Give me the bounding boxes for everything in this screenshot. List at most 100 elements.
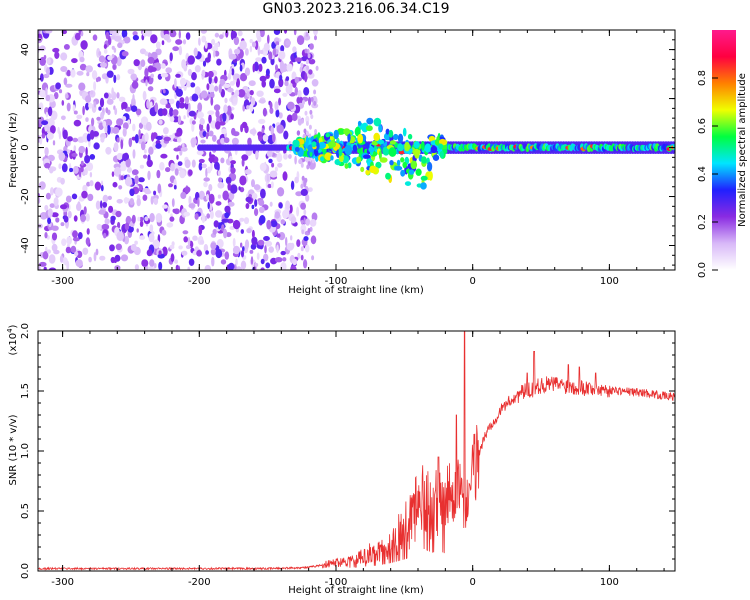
heatmap-cell: [229, 68, 232, 76]
heatmap-cell: [278, 97, 282, 106]
heatmap-cell: [283, 130, 289, 140]
heatmap-cell: [169, 116, 175, 122]
heatmap-cell: [420, 175, 428, 181]
heatmap-cell: [137, 216, 141, 222]
heatmap-cell: [163, 33, 170, 41]
y-tick-label: 1.5: [20, 383, 31, 399]
heatmap-cell: [413, 141, 420, 149]
heatmap-cell: [197, 197, 200, 208]
heatmap-cell: [292, 139, 300, 147]
heatmap-cell: [172, 133, 175, 139]
heatmap-cell: [213, 104, 221, 111]
heatmap-cell: [223, 104, 228, 114]
heatmap-cell: [378, 124, 383, 133]
heatmap-cell: [215, 121, 221, 130]
heatmap-cell: [258, 99, 266, 104]
heatmap-cell: [368, 146, 375, 153]
heatmap-cell: [91, 117, 95, 127]
heatmap-cell: [208, 130, 214, 137]
heatmap-cell: [65, 93, 69, 99]
heatmap-cell: [192, 235, 198, 241]
heatmap-cell: [301, 229, 305, 235]
heatmap-cell: [132, 149, 136, 159]
heatmap-cell: [308, 69, 313, 75]
heatmap-cell: [46, 67, 50, 76]
heatmap-cell: [261, 56, 267, 64]
heatmap-cell: [183, 236, 188, 243]
heatmap-cell: [260, 188, 266, 199]
heatmap-cell: [136, 228, 139, 233]
heatmap-cell: [304, 48, 308, 54]
heatmap-cell: [46, 235, 50, 240]
heatmap-cell: [147, 56, 155, 64]
heatmap-cell: [311, 212, 318, 221]
heatmap-cell: [160, 153, 168, 159]
heatmap-cell: [192, 250, 197, 256]
heatmap-cell: [116, 74, 121, 81]
heatmap-cell: [283, 30, 288, 34]
heatmap-cell: [253, 184, 261, 191]
heatmap-cell: [307, 228, 311, 233]
heatmap-cell: [221, 224, 225, 232]
heatmap-cell: [313, 89, 317, 95]
heatmap-cell: [179, 97, 185, 104]
heatmap-cell: [101, 73, 108, 80]
heatmap-cell: [278, 78, 284, 88]
heatmap-cell: [300, 183, 304, 189]
heatmap-cell: [188, 110, 196, 117]
heatmap-cell: [39, 89, 47, 98]
heatmap-cell: [169, 244, 175, 250]
heatmap-cell: [159, 161, 165, 171]
heatmap-cell: [250, 243, 257, 250]
heatmap-cell: [95, 200, 101, 210]
heatmap-cell: [267, 34, 270, 44]
heatmap-cell: [179, 102, 186, 109]
y-tick-label: 20: [20, 92, 31, 105]
heatmap-cell: [246, 91, 251, 98]
heatmap-cell: [256, 90, 264, 97]
heatmap-cell: [227, 87, 234, 93]
heatmap-cell: [108, 35, 112, 46]
heatmap-cell: [240, 229, 244, 234]
heatmap-cell: [49, 167, 54, 174]
heatmap-cell: [185, 32, 191, 40]
heatmap-cell: [421, 156, 427, 164]
heatmap-cell: [150, 195, 154, 205]
heatmap-cell: [251, 41, 257, 48]
heatmap-cell: [103, 44, 107, 49]
x-tick-label: -200: [188, 276, 211, 287]
heatmap-cell: [110, 215, 116, 221]
heatmap-cell: [113, 142, 119, 152]
heatmap-cell: [424, 143, 432, 153]
heatmap-cell: [117, 42, 123, 49]
heatmap-cell: [274, 101, 279, 111]
heatmap-cell: [163, 127, 169, 135]
heatmap-cell: [51, 212, 59, 218]
heatmap-cell: [227, 201, 235, 207]
heatmap-cell: [309, 109, 313, 115]
heatmap-cell: [74, 251, 79, 257]
heatmap-cell: [282, 209, 290, 219]
heatmap-cell: [73, 110, 78, 115]
heatmap-cell: [210, 248, 217, 256]
heatmap-cell: [280, 262, 287, 270]
heatmap-cell: [230, 167, 236, 174]
heatmap-cell: [245, 196, 252, 203]
heatmap-cell: [39, 56, 46, 66]
heatmap-cell: [191, 159, 196, 168]
heatmap-cell: [252, 63, 256, 73]
heatmap-cell: [130, 105, 138, 112]
heatmap-cell: [255, 151, 258, 159]
heatmap-cell: [125, 215, 132, 225]
heatmap-cell: [273, 88, 281, 94]
heatmap-cell: [258, 119, 265, 124]
heatmap-cell: [45, 111, 49, 118]
heatmap-cell: [215, 201, 222, 206]
heatmap-cell: [213, 50, 216, 58]
heatmap-cell: [225, 30, 229, 38]
heatmap-cell: [134, 134, 139, 144]
heatmap-cell: [47, 217, 52, 224]
heatmap-cell: [138, 129, 141, 139]
heatmap-cell: [420, 182, 427, 190]
heatmap-cell: [246, 105, 250, 110]
